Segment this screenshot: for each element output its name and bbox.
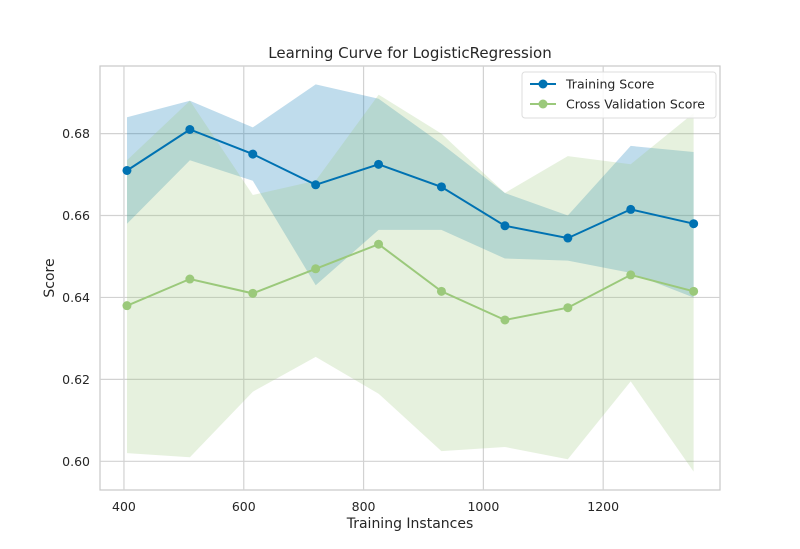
confidence-bands	[127, 84, 694, 472]
point-training-score	[185, 124, 195, 134]
point-cross-validation-score	[374, 239, 384, 249]
y-tick-label: 0.66	[62, 208, 90, 223]
point-cross-validation-score	[563, 303, 573, 313]
band-cross-validation-score	[127, 94, 694, 472]
y-tick-label: 0.60	[62, 454, 90, 469]
point-cross-validation-score	[689, 286, 699, 296]
x-axis-ticks: 400 600 800 1000 1200	[112, 499, 619, 514]
point-cross-validation-score	[122, 301, 132, 311]
series-lines	[126, 128, 694, 322]
y-tick-label: 0.62	[62, 372, 90, 387]
point-cross-validation-score	[436, 286, 446, 296]
series-points	[122, 124, 699, 325]
legend: Training Score Cross Validation Score	[521, 71, 717, 119]
point-cross-validation-score	[248, 288, 258, 298]
x-tick-label: 800	[352, 499, 376, 514]
point-training-score	[248, 149, 258, 159]
plot-area	[99, 65, 721, 491]
y-axis-ticks: 0.60 0.62 0.64 0.66 0.68	[62, 126, 90, 469]
point-training-score	[122, 165, 132, 175]
band-training-score	[127, 84, 694, 298]
legend-label-training-score: Training Score	[565, 77, 655, 92]
point-training-score	[689, 219, 699, 229]
legend-label-cross-validation-score: Cross Validation Score	[566, 97, 705, 112]
x-tick-label: 1000	[467, 499, 499, 514]
point-cross-validation-score	[626, 270, 636, 280]
point-training-score	[374, 159, 384, 169]
point-training-score	[563, 233, 573, 243]
line-training-score	[126, 128, 694, 240]
point-training-score	[436, 182, 446, 192]
x-tick-label: 600	[232, 499, 256, 514]
point-cross-validation-score	[311, 264, 321, 274]
x-tick-label: 1200	[587, 499, 619, 514]
line-cross-validation-score	[126, 243, 694, 322]
y-tick-label: 0.64	[62, 290, 90, 305]
point-training-score	[311, 180, 321, 190]
y-axis-label: Score	[42, 258, 58, 297]
chart-title: Learning Curve for LogisticRegression	[268, 44, 551, 62]
legend-box	[521, 71, 717, 119]
point-training-score	[626, 204, 636, 214]
legend-marker-cross-validation-score	[538, 99, 548, 109]
point-training-score	[500, 221, 510, 231]
x-axis-label: Training Instances	[346, 516, 474, 532]
point-cross-validation-score	[500, 315, 510, 325]
y-tick-label: 0.68	[62, 126, 90, 141]
x-tick-label: 400	[112, 499, 136, 514]
legend-marker-training-score	[538, 79, 548, 89]
grid-lines	[100, 66, 720, 490]
point-cross-validation-score	[185, 274, 195, 284]
